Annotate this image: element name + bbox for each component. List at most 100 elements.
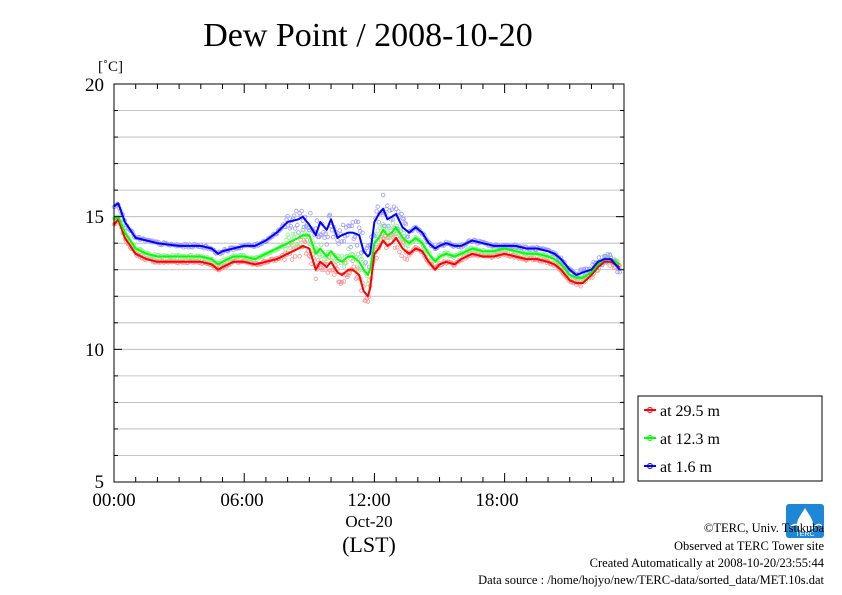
scatter-point <box>315 257 321 263</box>
chart-title: Dew Point / 2008-10-20 <box>203 17 533 54</box>
scatter-point <box>344 260 349 266</box>
scatter-point <box>291 213 297 218</box>
scatter-point <box>283 246 288 252</box>
scatter-point <box>313 276 318 281</box>
scatter-point <box>358 229 363 234</box>
scatter-point <box>346 272 351 278</box>
scatter-point <box>211 247 216 253</box>
scatter-point <box>404 257 410 262</box>
scatter-point <box>596 255 602 260</box>
legend-item-1-6m: at 1.6 m <box>644 459 713 476</box>
y-tick-label-20: 20 <box>85 75 104 96</box>
scatter-point <box>325 270 330 275</box>
scatter-point <box>380 192 386 198</box>
scatter-point <box>354 264 360 269</box>
scatter-point <box>288 224 294 229</box>
scatter-point <box>360 230 365 235</box>
scatter-point <box>363 260 368 265</box>
x-tick-label-0000: 00:00 <box>92 490 135 511</box>
scatter-point <box>353 219 359 224</box>
scatter-point <box>405 234 411 239</box>
gridlines <box>114 110 624 456</box>
scatter-point <box>382 223 387 228</box>
y-tick-label-15: 15 <box>85 207 104 228</box>
footer-copyright: ©TERC, Univ. Tsukuba <box>704 521 825 535</box>
scatter-point <box>319 242 324 248</box>
legend-marker-green <box>647 435 653 441</box>
scatter-point <box>287 245 292 250</box>
scatter-point <box>397 249 402 254</box>
scatter-point <box>341 239 347 244</box>
series-line <box>113 218 621 298</box>
scatter-point <box>612 265 617 270</box>
scatter-point <box>402 256 407 261</box>
scatter-point <box>297 254 302 259</box>
scatter-point <box>354 243 360 248</box>
scatter-point <box>358 254 363 260</box>
scatter-point <box>352 234 358 240</box>
scatter-point <box>555 264 560 270</box>
scatter-point <box>286 235 291 240</box>
scatter-point <box>605 252 610 257</box>
y-tick-label-10: 10 <box>85 340 104 361</box>
scatter-point <box>359 256 364 262</box>
scatter-point <box>293 226 298 231</box>
legend-label-29-5m: at 29.5 m <box>660 403 721 420</box>
legend-marker-red <box>647 407 653 413</box>
scatter-point <box>365 299 371 304</box>
scatter-point <box>304 237 310 243</box>
scatter-point <box>401 216 406 222</box>
scatter-point <box>375 228 380 233</box>
logo-text: TERC <box>795 531 814 538</box>
footer-observed: Observed at TERC Tower site <box>674 539 824 553</box>
scatter-point <box>331 234 336 240</box>
scatter-point <box>355 252 361 257</box>
scatter-point <box>348 244 353 250</box>
scatter-point <box>402 220 407 226</box>
scatter-point <box>284 237 289 242</box>
legend-item-12-3m: at 12.3 m <box>644 431 721 448</box>
scatter-point <box>385 238 390 243</box>
scatter-point <box>301 227 307 233</box>
y-tick-label-5: 5 <box>95 472 105 493</box>
scatter-point <box>578 284 583 289</box>
scatter-point <box>323 231 328 236</box>
scatter-point <box>323 267 328 272</box>
legend-label-1-6m: at 1.6 m <box>660 459 713 476</box>
scatter-point <box>301 224 307 230</box>
legend-marker-blue <box>647 463 653 469</box>
legend: at 29.5 m at 12.3 m at 1.6 m <box>637 395 823 482</box>
legend-item-29-5m: at 29.5 m <box>644 403 721 420</box>
scatter-points <box>111 192 622 304</box>
scatter-point <box>389 207 394 212</box>
scatter-point <box>332 272 337 277</box>
scatter-point <box>340 222 346 228</box>
scatter-point <box>296 230 301 235</box>
scatter-point <box>357 225 362 230</box>
legend-label-12-3m: at 12.3 m <box>660 431 721 448</box>
scatter-point <box>344 272 349 278</box>
scatter-point <box>399 253 404 258</box>
scatter-point <box>319 232 324 238</box>
scatter-point <box>347 270 352 276</box>
terc-logo: TERC <box>786 504 824 538</box>
scatter-point <box>405 243 411 249</box>
scatter-point <box>293 254 298 259</box>
scatter-point <box>403 221 409 227</box>
legend-box <box>637 395 823 482</box>
scatter-point <box>390 217 396 222</box>
scatter-point <box>362 261 367 266</box>
scatter-point <box>332 258 337 264</box>
scatter-point <box>339 239 345 244</box>
wave-icon <box>789 523 823 531</box>
scatter-point <box>400 239 405 245</box>
x-tick-label-1200: 12:00 <box>347 490 390 511</box>
x-date-label: Oct-20 <box>345 512 392 531</box>
scatter-point <box>395 245 400 250</box>
series-lines <box>113 202 621 298</box>
footer-created: Created Automatically at 2008-10-20/23:5… <box>590 556 825 570</box>
scatter-point <box>396 209 401 214</box>
scatter-point <box>300 218 305 223</box>
scatter-point <box>617 270 622 275</box>
